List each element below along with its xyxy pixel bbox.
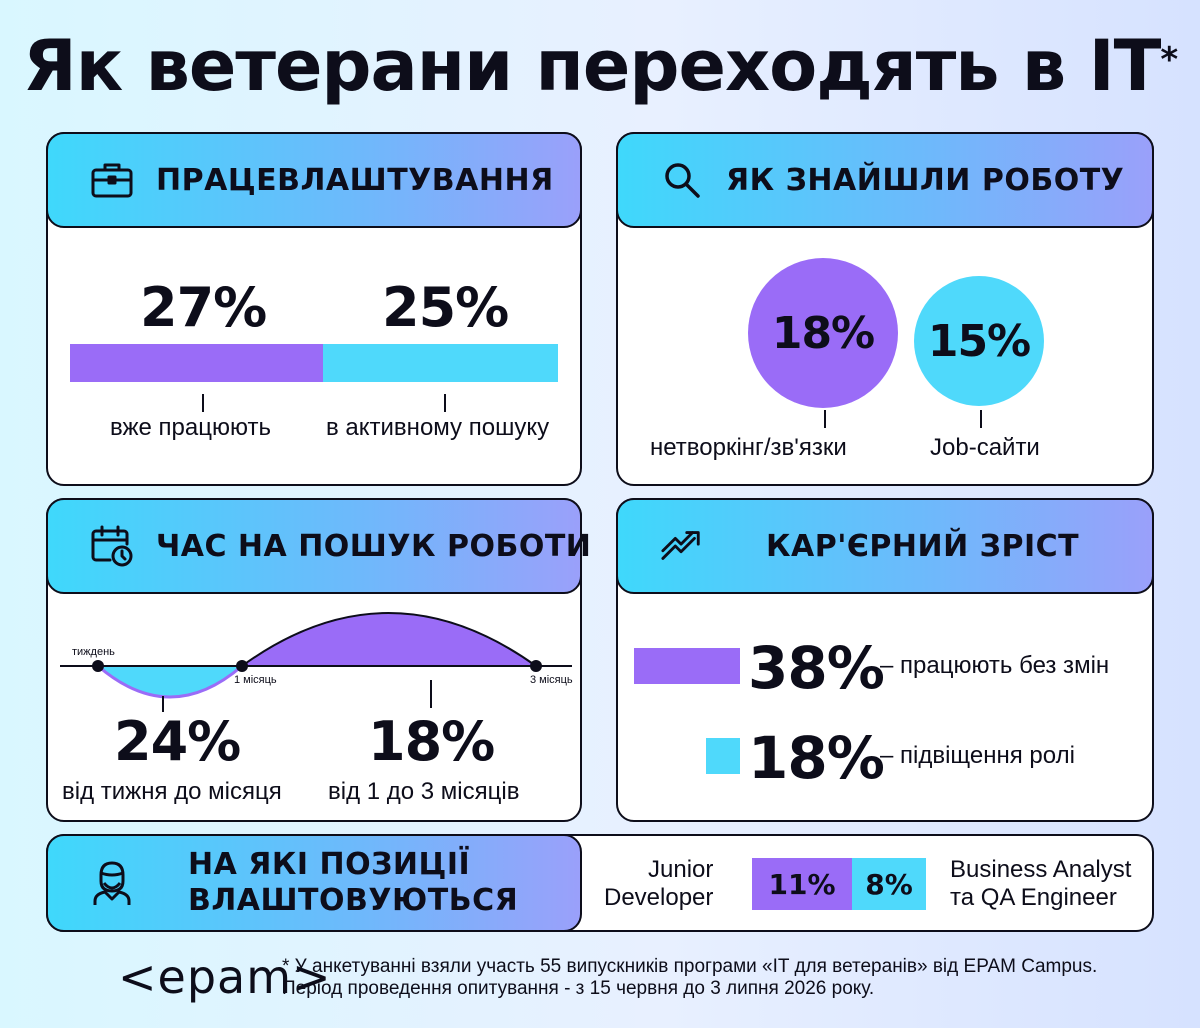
search-time-graph (60, 612, 572, 699)
second-label: від 1 до 3 місяців (328, 778, 520, 805)
first-label: від тижня до місяця (62, 778, 282, 805)
searching-tick (444, 394, 446, 412)
junior-label-line2: Developer (604, 884, 714, 911)
axis-month3-label: 3 місяць (530, 674, 573, 686)
searching-bar-segment (323, 344, 558, 382)
promoted-label: – підвіщення ролі (880, 742, 1075, 769)
first-tick (162, 696, 164, 712)
axis-month1-label: 1 місяць (234, 674, 277, 686)
jobsites-value: 15% (927, 315, 1031, 367)
week-dot (92, 660, 104, 672)
week-month-dip-outline (97, 664, 243, 699)
promoted-bar (706, 738, 740, 774)
ba-qa-label-line2: та QA Engineer (950, 884, 1117, 911)
networking-label: нетворкінг/зв'язки (650, 434, 847, 461)
ba-qa-label: Business Analyst та QA Engineer (950, 856, 1131, 912)
career-card: КАР'ЄРНИЙ ЗРІСТ 38% – працюють без змін … (616, 498, 1154, 822)
promoted-value: 18% (748, 724, 885, 792)
second-tick (430, 680, 432, 708)
career-heading: КАР'ЄРНИЙ ЗРІСТ (766, 528, 1080, 564)
second-value: 18% (368, 710, 495, 773)
epam-logo: <epam> (118, 950, 332, 1004)
title-footnote-mark: * (1160, 40, 1178, 80)
jobsites-circle: 15% (914, 276, 1044, 406)
trend-up-icon (660, 524, 704, 568)
search-time-heading: ЧАС НА ПОШУК РОБОТИ (156, 528, 592, 564)
first-value: 24% (114, 710, 241, 773)
ba-qa-label-line1: Business Analyst (950, 856, 1132, 883)
footnote-line2: Період проведення опитування - з 15 черв… (282, 978, 875, 999)
footnote-line1: * У анкетуванні взяли участь 55 випускни… (282, 956, 1098, 977)
junior-value: 11% (768, 867, 836, 901)
searching-value: 25% (382, 276, 509, 339)
career-header: КАР'ЄРНИЙ ЗРІСТ (616, 498, 1154, 594)
junior-label-line1: Junior (648, 856, 714, 883)
search-time-header: ЧАС НА ПОШУК РОБОТИ (46, 498, 591, 594)
working-label: вже працюють (110, 414, 271, 441)
person-icon (90, 861, 134, 905)
footnote: * У анкетуванні взяли участь 55 випускни… (282, 956, 1097, 1000)
searching-label: в активному пошуку (326, 414, 550, 441)
positions-card: НА ЯКІ ПОЗИЦІЇ ВЛАШТОВУЮТЬСЯ Junior Deve… (46, 834, 1154, 932)
found-job-header: ЯК ЗНАЙШЛИ РОБОТУ (616, 132, 1154, 228)
positions-heading: НА ЯКІ ПОЗИЦІЇ ВЛАШТОВУЮТЬСЯ (188, 847, 518, 919)
positions-heading-line1: НА ЯКІ ПОЗИЦІЇ (188, 847, 471, 882)
calendar-clock-icon (90, 524, 134, 568)
unchanged-label: – працюють без змін (880, 652, 1110, 679)
working-bar-segment (70, 344, 324, 382)
ba-qa-value: 8% (865, 867, 913, 901)
found-job-heading: ЯК ЗНАЙШЛИ РОБОТУ (726, 162, 1125, 198)
unchanged-value: 38% (748, 634, 885, 702)
month3-hump (238, 612, 540, 667)
found-job-card: ЯК ЗНАЙШЛИ РОБОТУ 18% 15% нетворкінг/зв'… (616, 132, 1154, 486)
employment-bar (70, 344, 558, 382)
employment-heading: ПРАЦЕВЛАШТУВАННЯ (156, 162, 554, 198)
networking-value: 18% (771, 307, 875, 359)
employment-header: ПРАЦЕВЛАШТУВАННЯ (46, 132, 582, 228)
jobsites-label: Job-сайти (930, 434, 1040, 461)
networking-circle: 18% (748, 258, 898, 408)
month1-dot (236, 660, 248, 672)
jobsites-tick (980, 410, 982, 428)
employment-card: ПРАЦЕВЛАШТУВАННЯ 27% 25% вже працюють в … (46, 132, 582, 486)
junior-value-box: 11% (752, 858, 852, 910)
search-icon (660, 158, 704, 202)
month3-dot (530, 660, 542, 672)
axis-week-label: тиждень (72, 646, 115, 658)
unchanged-bar (634, 648, 740, 684)
networking-tick (824, 410, 826, 428)
search-time-card: ЧАС НА ПОШУК РОБОТИ тиждень 1 місяць 3 м… (46, 498, 591, 822)
working-tick (202, 394, 204, 412)
briefcase-icon (90, 158, 134, 202)
junior-label: Junior Developer (604, 856, 713, 912)
working-value: 27% (140, 276, 267, 339)
page-title: Як ветерани переходять в IT* (22, 25, 1178, 107)
positions-header: НА ЯКІ ПОЗИЦІЇ ВЛАШТОВУЮТЬСЯ (46, 834, 582, 932)
positions-heading-line2: ВЛАШТОВУЮТЬСЯ (188, 883, 519, 918)
ba-qa-value-box: 8% (852, 858, 926, 910)
